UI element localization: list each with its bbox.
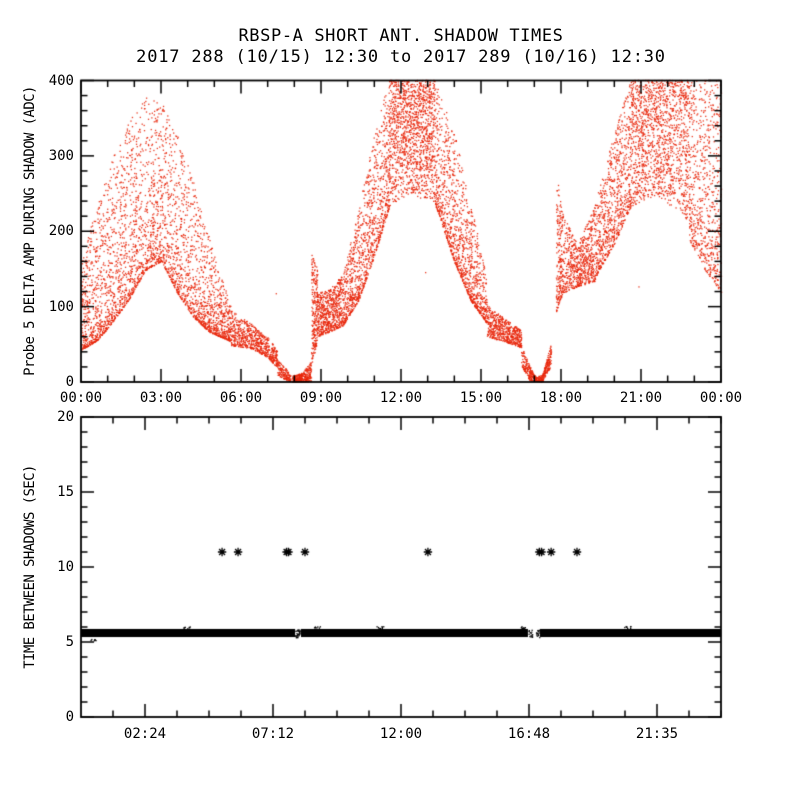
- top-x-tick-label: 03:00: [139, 390, 183, 406]
- top-x-tick-label: 15:00: [459, 390, 503, 406]
- bottom-x-tick-label: 21:35: [635, 726, 679, 742]
- top-y-tick-label: 400: [48, 72, 74, 89]
- bottom-y-axis-label: TIME BETWEEN SHADOWS (SEC): [22, 465, 38, 669]
- top-x-tick-label: 21:00: [619, 390, 663, 406]
- bottom-x-tick-label: 02:24: [123, 726, 167, 742]
- bottom-y-tick-label: 5: [65, 634, 74, 650]
- top-x-tick-label: 00:00: [59, 390, 103, 406]
- top-x-tick-label: 00:00: [699, 390, 743, 406]
- bottom-x-tick-label: 16:48: [507, 726, 551, 742]
- bottom-y-tick-label: 0: [65, 709, 74, 725]
- top-y-tick-label: 100: [48, 298, 74, 315]
- top-x-tick-label: 09:00: [299, 390, 343, 406]
- top-y-tick-label: 200: [48, 223, 74, 240]
- top-x-tick-label: 18:00: [539, 390, 583, 406]
- bottom-x-tick-label: 07:12: [251, 726, 295, 742]
- top-y-axis-label: Probe 5 DELTA AMP DURING SHADOW (ADC): [22, 86, 38, 376]
- bottom-x-tick-label: 12:00: [379, 726, 423, 742]
- top-y-tick-label: 300: [48, 147, 74, 164]
- bottom-y-tick-label: 15: [57, 484, 74, 500]
- top-x-tick-label: 12:00: [379, 390, 423, 406]
- chart-title: RBSP-A SHORT ANT. SHADOW TIMES: [238, 26, 564, 46]
- bottom-y-tick-label: 20: [57, 409, 74, 425]
- bottom-y-tick-label: 10: [57, 559, 74, 575]
- top-x-tick-label: 06:00: [219, 390, 263, 406]
- top-y-tick-label: 0: [65, 374, 74, 390]
- chart-subtitle: 2017 288 (10/15) 12:30 to 2017 289 (10/1…: [136, 47, 666, 67]
